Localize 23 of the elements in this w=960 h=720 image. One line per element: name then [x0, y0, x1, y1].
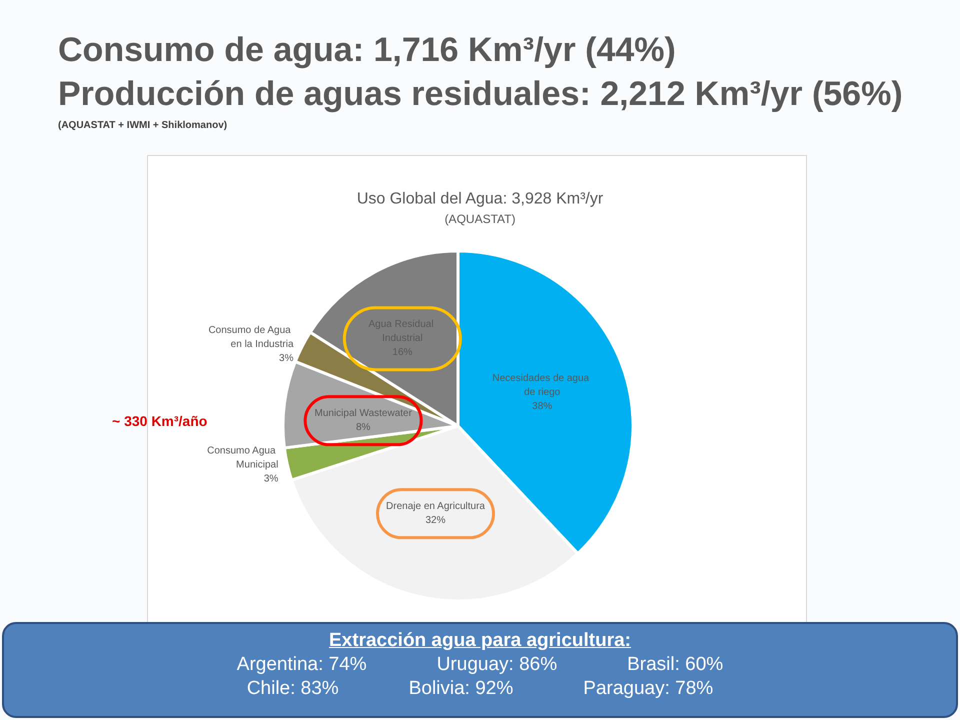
slice-label: Municipal Wastewater [314, 408, 413, 420]
text: Extracción agua para agricultura: [328, 630, 632, 652]
data-label: 8% [356, 422, 371, 434]
text: Producción de aguas residuales: 2,212 Km³/yr (56%) [58, 75, 903, 113]
slice-label: Necesidades de agua de riego [492, 373, 592, 398]
text: Chile: 83% [246, 678, 339, 700]
text: ~ 330 Km³/año [112, 413, 208, 429]
text: Consumo de agua: 1,716 Km³/yr (44%) [58, 31, 676, 69]
slice-label: Consumo Agua Municipal [207, 446, 278, 471]
data-label: 3% [279, 353, 294, 364]
text: Brasil: 60% [627, 654, 724, 676]
text: Uruguay: 86% [436, 654, 558, 676]
slice-label: Consumo de Agua en la Industria [208, 325, 294, 350]
text: Argentina: 74% [236, 654, 367, 676]
data-label: 3% [264, 474, 278, 485]
text: Paraguay: 78% [583, 678, 714, 700]
data-label: 32% [425, 515, 446, 526]
data-label: 38% [532, 401, 552, 412]
chart-title: Uso Global del Agua: 3,928 Km³/yr [356, 190, 604, 208]
text: Bolivia: 92% [408, 678, 514, 700]
text: (AQUASTAT + IWMI + Shiklomanov) [58, 120, 228, 131]
slice-label: Drenaje en Agricultura [386, 501, 486, 512]
chart-subtitle: (AQUASTAT) [444, 212, 516, 226]
